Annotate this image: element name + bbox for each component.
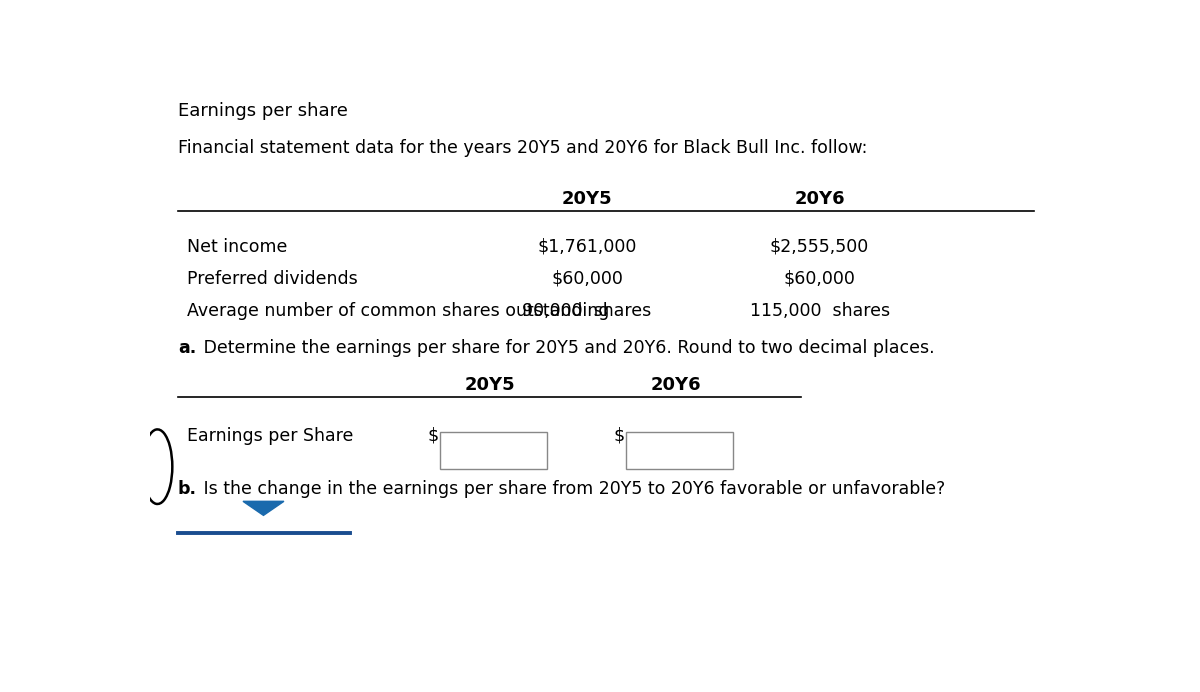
Text: Earnings per Share: Earnings per Share	[187, 427, 354, 445]
Text: 90,000  shares: 90,000 shares	[522, 302, 652, 320]
Text: $2,555,500: $2,555,500	[770, 237, 869, 255]
Text: $60,000: $60,000	[784, 269, 856, 288]
Text: Average number of common shares outstanding: Average number of common shares outstand…	[187, 302, 610, 320]
Text: Financial statement data for the years 20Y5 and 20Y6 for Black Bull Inc. follow:: Financial statement data for the years 2…	[178, 139, 868, 157]
Text: Preferred dividends: Preferred dividends	[187, 269, 358, 288]
Text: Net income: Net income	[187, 237, 288, 255]
Text: $1,761,000: $1,761,000	[538, 237, 637, 255]
FancyBboxPatch shape	[626, 432, 733, 469]
Text: $60,000: $60,000	[551, 269, 623, 288]
Text: Determine the earnings per share for 20Y5 and 20Y6. Round to two decimal places.: Determine the earnings per share for 20Y…	[198, 339, 935, 357]
Text: a.: a.	[178, 339, 196, 357]
Text: 115,000  shares: 115,000 shares	[750, 302, 889, 320]
Text: $: $	[427, 427, 438, 445]
Text: Earnings per share: Earnings per share	[178, 102, 348, 120]
Text: b.: b.	[178, 480, 197, 498]
Polygon shape	[242, 501, 284, 516]
Text: $: $	[613, 427, 624, 445]
Text: 20Y6: 20Y6	[650, 376, 701, 394]
FancyBboxPatch shape	[440, 432, 547, 469]
Text: 20Y5: 20Y5	[464, 376, 515, 394]
Text: 20Y5: 20Y5	[562, 190, 612, 208]
Text: Is the change in the earnings per share from 20Y5 to 20Y6 favorable or unfavorab: Is the change in the earnings per share …	[198, 480, 946, 498]
Text: 20Y6: 20Y6	[794, 190, 845, 208]
